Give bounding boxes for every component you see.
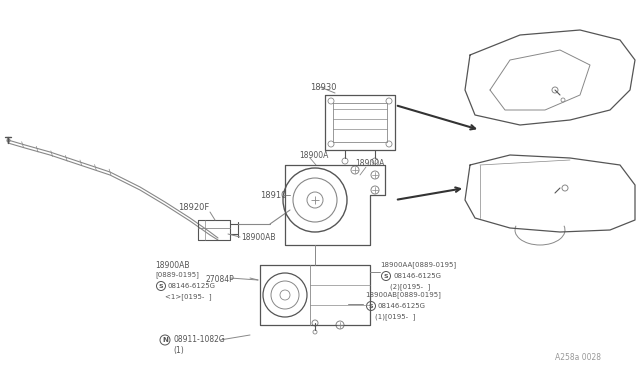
Text: 08146-6125G: 08146-6125G	[378, 303, 426, 309]
Text: S: S	[369, 304, 373, 308]
Text: 18920F: 18920F	[178, 203, 209, 212]
Text: 18900AB: 18900AB	[241, 232, 275, 241]
Text: A258a 0028: A258a 0028	[555, 353, 601, 362]
Text: 18910: 18910	[260, 190, 286, 199]
Text: 08911-1082G: 08911-1082G	[173, 336, 225, 344]
Text: 18900AB[0889-0195]: 18900AB[0889-0195]	[365, 292, 441, 298]
Text: 08146-6125G: 08146-6125G	[168, 283, 216, 289]
Text: 18900AA[0889-0195]: 18900AA[0889-0195]	[380, 262, 456, 268]
Text: S: S	[384, 273, 388, 279]
Text: [0889-0195]: [0889-0195]	[155, 272, 199, 278]
Text: N: N	[162, 337, 168, 343]
Text: (1): (1)	[173, 346, 184, 356]
Text: S: S	[159, 283, 163, 289]
Text: 18930: 18930	[310, 83, 337, 92]
Text: 08146-6125G: 08146-6125G	[393, 273, 441, 279]
Text: (2)[0195-  ]: (2)[0195- ]	[390, 283, 430, 291]
Text: 18900A: 18900A	[299, 151, 328, 160]
Text: 18900AB: 18900AB	[155, 260, 189, 269]
Text: 18900A: 18900A	[355, 158, 385, 167]
Text: 27084P: 27084P	[205, 276, 234, 285]
Text: (1)[0195-  ]: (1)[0195- ]	[375, 314, 415, 320]
Text: <1>[0195-  ]: <1>[0195- ]	[165, 294, 212, 300]
